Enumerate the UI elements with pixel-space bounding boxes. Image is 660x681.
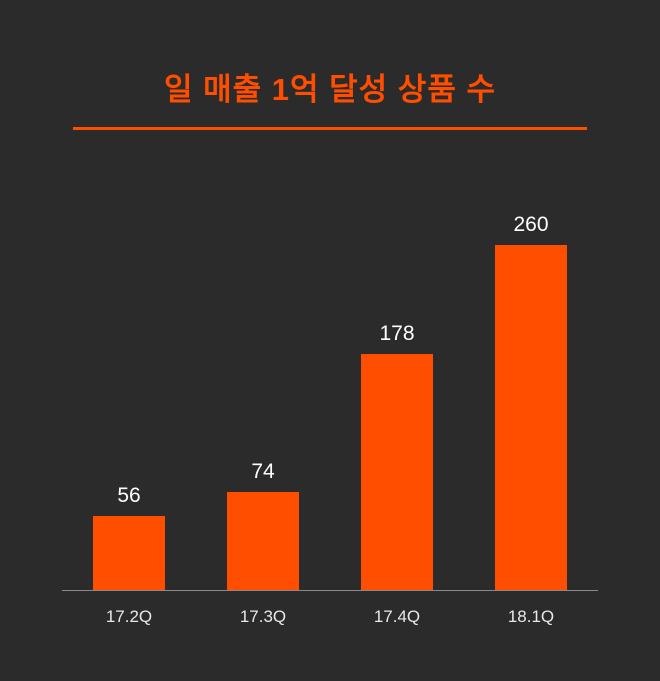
- bar-value-label: 74: [251, 460, 275, 483]
- bar-chart: 56 74 178 260 17.2Q 17.3Q 17.4Q 18.1Q: [62, 130, 598, 627]
- bar-column: 56: [62, 484, 196, 590]
- bar-value-label: 56: [117, 484, 141, 507]
- bar-column: 178: [330, 322, 464, 590]
- x-axis-label: 17.2Q: [105, 607, 153, 626]
- x-axis-label: 18.1Q: [507, 607, 555, 626]
- title-underline: [73, 127, 587, 130]
- bar-column: 260: [464, 213, 598, 590]
- bar: [495, 245, 567, 590]
- x-axis-labels: 17.2Q 17.3Q 17.4Q 18.1Q: [62, 591, 598, 627]
- x-axis-label: 17.3Q: [239, 607, 287, 626]
- plot-area: 56 74 178 260: [62, 130, 598, 591]
- bar-value-label: 260: [513, 213, 549, 236]
- bar: [93, 516, 165, 590]
- bar-value-label: 178: [379, 322, 415, 345]
- bar: [227, 492, 299, 590]
- bar: [361, 354, 433, 590]
- chart-title: 일 매출 1억 달성 상품 수: [164, 72, 496, 107]
- bar-column: 74: [196, 460, 330, 590]
- x-axis-label: 17.4Q: [373, 607, 421, 626]
